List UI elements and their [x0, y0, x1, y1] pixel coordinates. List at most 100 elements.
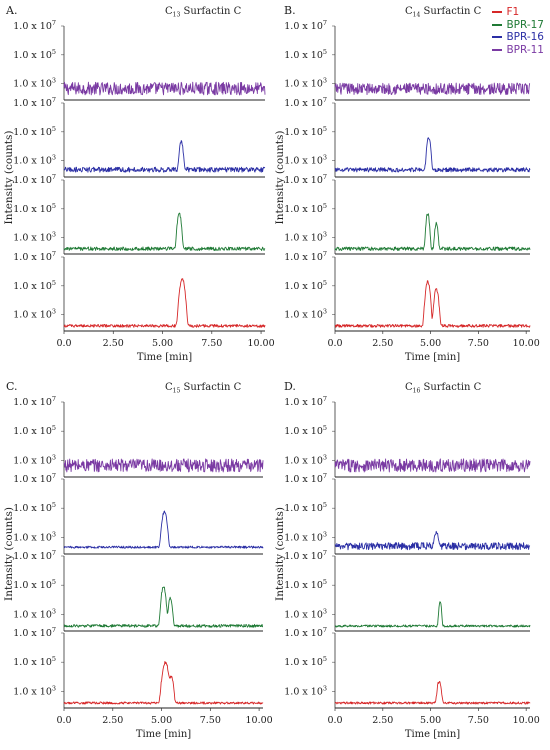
x-tick-label: 5.00: [151, 715, 172, 726]
y-tick-label: 1.0 x 105: [13, 202, 56, 215]
series-strip-bpr17: 1.0 x 107 1.0 x 105 1.0 x 103: [13, 549, 264, 632]
chart-title: C13 Surfactin C: [165, 6, 242, 19]
series-strip-bpr11: 1.0 x 107 1.0 x 105 1.0 x 103: [13, 19, 266, 101]
series-line-bpr17: [63, 212, 266, 251]
y-tick-label: 1.0 x 103: [13, 154, 56, 167]
series-line-f1: [63, 661, 264, 705]
y-tick-label: 1.0 x 107: [284, 472, 327, 485]
legend-item-f1: F1: [492, 6, 544, 19]
y-axis-label: Intensity (counts): [274, 507, 286, 601]
series-strip-bpr11: 1.0 x 107 1.0 x 105 1.0 x 103: [284, 395, 531, 478]
series-line-bpr17: [63, 586, 264, 628]
y-tick-label: 1.0 x 107: [284, 549, 327, 562]
x-tick-label: 10.00: [513, 715, 540, 726]
y-tick-label: 1.0 x 105: [13, 48, 56, 61]
y-tick-label: 1.0 x 103: [284, 607, 327, 620]
series-strip-bpr11: 1.0 x 107 1.0 x 105 1.0 x 103: [284, 19, 531, 101]
series-line-bpr16: [63, 510, 264, 549]
series-line-bpr11: [63, 81, 266, 96]
legend-swatch-f1: [492, 11, 503, 14]
y-tick-label: 1.0 x 105: [284, 125, 327, 138]
x-tick-label: 10.00: [247, 338, 274, 349]
x-tick-label: 5.00: [152, 338, 173, 349]
panel-letter: C.: [6, 380, 18, 393]
y-tick-label: 1.0 x 103: [13, 308, 56, 321]
y-tick-label: 1.0 x 107: [13, 626, 56, 639]
panel-letter: B.: [284, 4, 296, 17]
x-tick-label: 10.00: [245, 715, 272, 726]
y-tick-label: 1.0 x 105: [284, 279, 327, 292]
y-tick-label: 1.0 x 103: [284, 453, 327, 466]
x-tick-label: 2.50: [103, 338, 124, 349]
y-tick-label: 1.0 x 105: [13, 424, 56, 437]
series-strip-bpr17: 1.0 x 107 1.0 x 105 1.0 x 103: [284, 549, 531, 632]
y-tick-label: 1.0 x 107: [13, 19, 56, 32]
y-axis-label: Intensity (counts): [274, 131, 286, 225]
legend-label-bpr16: BPR-16: [506, 31, 544, 43]
series-line-bpr17: [334, 213, 531, 251]
panel-letter: A.: [5, 4, 17, 17]
x-tick-label: 10.00: [513, 338, 540, 349]
legend-item-bpr16: BPR-16: [492, 31, 544, 44]
legend-label-bpr17: BPR-17: [506, 18, 544, 31]
series-line-bpr11: [334, 82, 531, 96]
x-axis-label: Time [min]: [137, 352, 192, 363]
x-tick-label: 7.50: [201, 338, 222, 349]
series-line-bpr11: [334, 458, 531, 473]
series-strip-bpr17: 1.0 x 107 1.0 x 105 1.0 x 103: [284, 173, 531, 255]
panel-letter: D.: [284, 380, 296, 393]
legend-swatch-bpr17: [492, 23, 503, 26]
y-tick-label: 1.0 x 107: [284, 250, 327, 263]
series-line-bpr11: [63, 458, 264, 473]
series-strip-bpr16: 1.0 x 107 1.0 x 105 1.0 x 103: [13, 472, 264, 555]
y-tick-label: 1.0 x 107: [284, 19, 327, 32]
series-strip-f1: 1.0 x 107 1.0 x 105 1.0 x 103: [13, 250, 266, 332]
y-tick-label: 1.0 x 107: [284, 173, 327, 186]
series-line-bpr16: [63, 140, 266, 173]
y-tick-label: 1.0 x 107: [13, 472, 56, 485]
y-tick-label: 1.0 x 105: [284, 655, 327, 668]
y-tick-label: 1.0 x 105: [13, 279, 56, 292]
y-axis-label: Intensity (counts): [3, 507, 15, 601]
y-tick-label: 1.0 x 105: [13, 125, 56, 138]
x-tick-label: 0.0: [327, 715, 342, 726]
y-tick-label: 1.0 x 107: [284, 96, 327, 109]
y-tick-label: 1.0 x 103: [13, 684, 56, 697]
y-tick-label: 1.0 x 105: [284, 48, 327, 61]
y-tick-label: 1.0 x 103: [13, 231, 56, 244]
x-tick-label: 5.00: [420, 715, 441, 726]
legend: F1 BPR-17 BPR-16 BPR-11: [492, 6, 544, 56]
x-axis-label: Time [min]: [405, 729, 460, 740]
y-tick-label: 1.0 x 103: [284, 77, 327, 90]
y-tick-label: 1.0 x 107: [13, 549, 56, 562]
y-tick-label: 1.0 x 107: [13, 395, 56, 408]
y-tick-label: 1.0 x 103: [284, 308, 327, 321]
x-tick-label: 2.50: [102, 715, 123, 726]
y-tick-label: 1.0 x 105: [284, 202, 327, 215]
y-tick-label: 1.0 x 107: [13, 173, 56, 186]
legend-swatch-bpr16: [492, 36, 503, 39]
y-tick-label: 1.0 x 107: [284, 626, 327, 639]
legend-item-bpr17: BPR-17: [492, 19, 544, 32]
legend-label-f1: F1: [506, 6, 520, 18]
series-line-f1: [334, 280, 531, 328]
y-tick-label: 1.0 x 107: [13, 250, 56, 263]
y-tick-label: 1.0 x 105: [13, 578, 56, 591]
chart-title: C14 Surfactin C: [405, 6, 482, 19]
y-tick-label: 1.0 x 103: [13, 530, 56, 543]
series-line-f1: [63, 278, 266, 328]
y-tick-label: 1.0 x 107: [13, 96, 56, 109]
x-tick-label: 7.50: [200, 715, 221, 726]
legend-label-bpr11: BPR-11: [506, 43, 544, 56]
y-tick-label: 1.0 x 103: [13, 453, 56, 466]
x-tick-label: 5.00: [420, 338, 441, 349]
legend-item-bpr11: BPR-11: [492, 44, 544, 57]
series-strip-bpr16: 1.0 x 107 1.0 x 105 1.0 x 103: [284, 472, 531, 555]
x-axis-label: Time [min]: [136, 729, 191, 740]
series-strip-bpr11: 1.0 x 107 1.0 x 105 1.0 x 103: [13, 395, 264, 478]
y-tick-label: 1.0 x 103: [13, 77, 56, 90]
